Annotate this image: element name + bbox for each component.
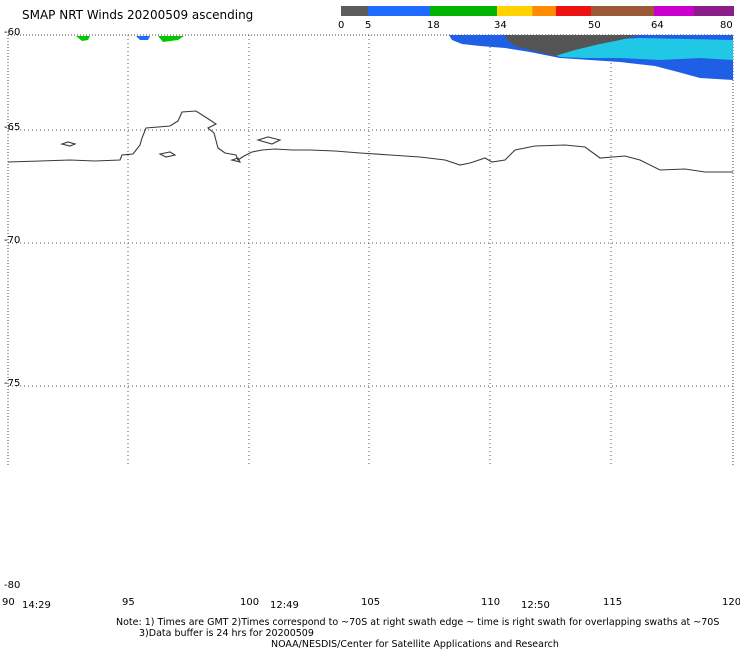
lon-label-115: 115 bbox=[603, 597, 623, 608]
lat-label-80: -80 bbox=[4, 580, 21, 591]
colorbar-segment bbox=[694, 6, 734, 16]
colorbar-segment bbox=[368, 6, 430, 16]
wind-swath bbox=[76, 35, 733, 80]
lon-label-105: 105 bbox=[361, 597, 381, 608]
island-4 bbox=[230, 157, 242, 163]
colorbar-segment bbox=[654, 6, 694, 16]
lat-label-60: -60 bbox=[4, 27, 21, 38]
swath-green-2 bbox=[158, 36, 184, 42]
colorbar-label: 34 bbox=[494, 20, 507, 31]
time-label-3: 12:50 bbox=[521, 600, 550, 611]
lon-label-95: 95 bbox=[122, 597, 135, 608]
colorbar-label: 0 bbox=[338, 20, 345, 31]
colorbar-label: 5 bbox=[365, 20, 372, 31]
time-label-2: 12:49 bbox=[270, 600, 299, 611]
antarctica-coastline bbox=[7, 110, 733, 173]
lon-label-110: 110 bbox=[481, 597, 501, 608]
colorbar-segment bbox=[497, 6, 533, 16]
colorbar-segment bbox=[555, 6, 591, 16]
colorbar-label: 80 bbox=[720, 20, 733, 31]
colorbar-label: 64 bbox=[651, 20, 664, 31]
lon-label-90: 90 bbox=[2, 597, 15, 608]
colorbar-segment bbox=[341, 6, 368, 16]
map-title: SMAP NRT Winds 20200509 ascending bbox=[22, 8, 254, 22]
lat-label-75: -75 bbox=[4, 378, 21, 389]
lon-label-100: 100 bbox=[240, 597, 260, 608]
lat-label-65: -65 bbox=[4, 122, 21, 133]
island-3 bbox=[256, 136, 282, 145]
colorbar-label: 50 bbox=[588, 20, 601, 31]
map-frame bbox=[7, 34, 734, 465]
swath-blue-1 bbox=[136, 36, 150, 40]
swath-green-1 bbox=[76, 36, 90, 41]
colorbar-segment bbox=[430, 6, 497, 16]
island-2 bbox=[158, 151, 177, 158]
map-grid bbox=[8, 35, 733, 465]
note-line-3: NOAA/NESDIS/Center for Satellite Applica… bbox=[271, 639, 559, 650]
lon-label-120: 120 bbox=[722, 597, 740, 608]
colorbar-segment bbox=[532, 6, 556, 16]
note-line-1: Note: 1) Times are GMT 2)Times correspon… bbox=[116, 617, 720, 628]
note-line-2: 3)Data buffer is 24 hrs for 20200509 bbox=[139, 628, 314, 639]
colorbar-segment bbox=[591, 6, 654, 16]
lat-label-70: -70 bbox=[4, 235, 21, 246]
time-label-1: 14:29 bbox=[22, 600, 51, 611]
wind-speed-colorbar bbox=[341, 6, 734, 16]
colorbar-label: 18 bbox=[427, 20, 440, 31]
island-1 bbox=[60, 141, 77, 147]
swath-gray bbox=[505, 35, 640, 56]
